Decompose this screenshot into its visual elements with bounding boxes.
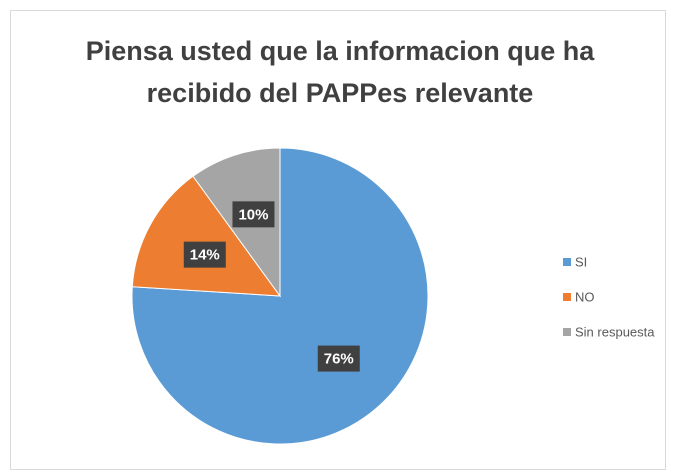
data-label-box [232,201,275,228]
legend-swatch [563,258,571,266]
data-label-box [317,345,360,372]
legend-swatch [563,328,571,336]
chart-title: Piensa usted que la informacion que ha r… [85,36,595,108]
data-label: 14% [190,247,220,264]
legend-label: NO [575,289,595,304]
legend-swatch [563,293,571,301]
legend-label: SI [575,254,587,269]
data-label: 76% [324,351,354,368]
pie-slice [131,175,282,297]
data-label-box [183,241,226,268]
legend-label: Sin respuesta [575,324,655,339]
data-label: 10% [238,206,268,223]
